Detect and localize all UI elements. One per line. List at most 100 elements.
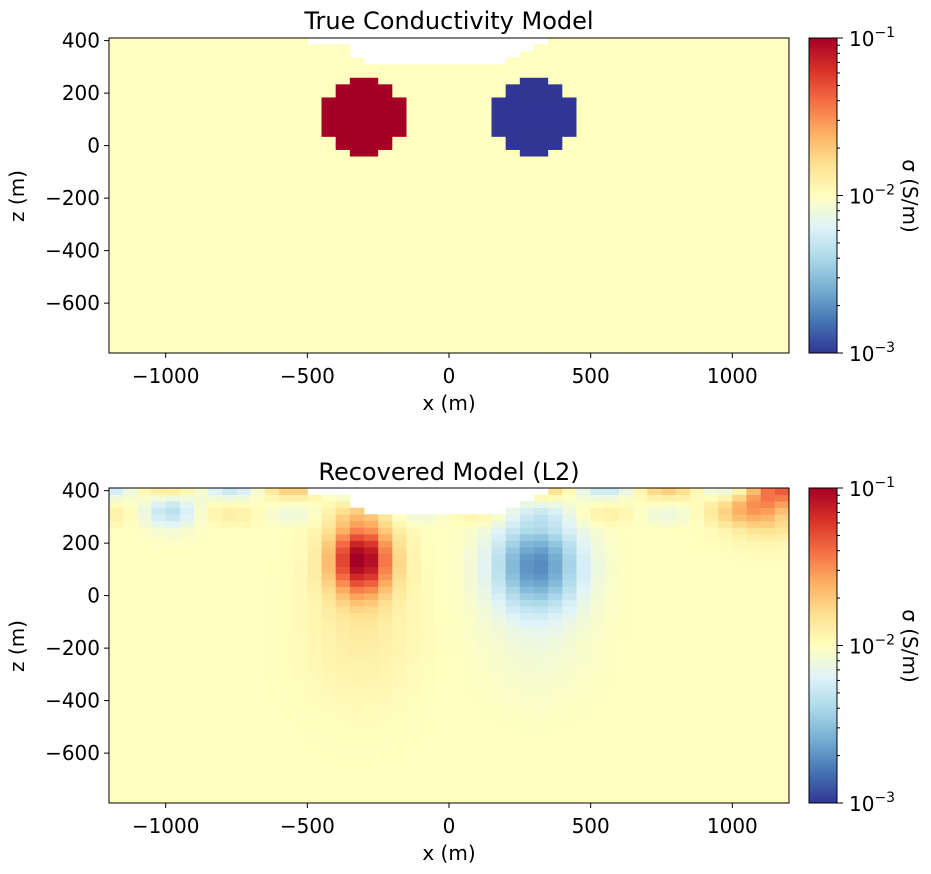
heatmap-cell <box>562 202 577 210</box>
heatmap-cell <box>406 593 422 600</box>
heatmap-cell <box>378 730 393 738</box>
heatmap-cell <box>534 743 549 751</box>
heatmap-cell <box>661 300 677 308</box>
heatmap-cell <box>378 129 393 137</box>
heatmap-cell <box>250 123 266 131</box>
heatmap-cell <box>477 566 492 574</box>
heatmap-cell <box>633 287 648 295</box>
heatmap-cell <box>378 320 393 328</box>
heatmap-cell <box>633 188 648 196</box>
heatmap-cell <box>576 274 592 282</box>
heatmap-cell <box>165 770 181 778</box>
heatmap-cell <box>392 796 407 804</box>
heatmap-cell <box>449 182 464 190</box>
y-axis-label: z (m) <box>5 620 29 672</box>
x-axis-label: x (m) <box>422 841 475 865</box>
heatmap-cell <box>137 44 152 52</box>
heatmap-cell <box>123 553 138 561</box>
heatmap-cell <box>774 169 790 177</box>
heatmap-cell <box>307 757 322 765</box>
heatmap-cell <box>194 195 209 203</box>
heatmap-cell <box>293 57 308 65</box>
heatmap-cell <box>746 586 762 594</box>
heatmap-cell <box>250 293 266 301</box>
heatmap-cell <box>675 737 691 745</box>
heatmap-cell <box>279 573 294 581</box>
heatmap-cell <box>264 743 280 751</box>
heatmap-cell <box>704 698 719 705</box>
heatmap-cell <box>165 573 181 581</box>
heatmap-cell <box>250 208 266 216</box>
heatmap-cell <box>477 208 492 216</box>
heatmap-cell <box>633 38 648 45</box>
heatmap-cell <box>307 783 322 791</box>
heatmap-cell <box>604 169 620 177</box>
heatmap-cell <box>590 44 606 52</box>
heatmap-cell <box>774 182 790 190</box>
heatmap-cell <box>562 796 577 804</box>
heatmap-cell <box>548 527 563 535</box>
heatmap-cell <box>590 307 606 315</box>
heatmap-cell <box>704 789 719 797</box>
heatmap-cell <box>505 586 521 594</box>
heatmap-cell <box>392 293 407 301</box>
heatmap-cell <box>151 796 167 804</box>
heatmap-cell <box>179 339 195 347</box>
heatmap-cell <box>406 215 422 223</box>
heatmap-cell <box>392 763 407 771</box>
heatmap-cell <box>151 507 167 515</box>
heatmap-cell <box>477 730 492 738</box>
heatmap-cell <box>491 208 507 216</box>
heatmap-cell <box>619 307 634 315</box>
heatmap-cell <box>123 307 138 315</box>
heatmap-cell <box>349 579 365 587</box>
heatmap-cell <box>534 333 549 341</box>
heatmap-cell <box>420 175 436 183</box>
heatmap-cell <box>179 44 195 52</box>
heatmap-cell <box>137 743 152 751</box>
heatmap-cell <box>151 671 167 679</box>
heatmap-cell <box>165 658 181 666</box>
heatmap-cell <box>576 149 592 157</box>
heatmap-cell <box>760 691 776 699</box>
heatmap-cell <box>222 188 237 196</box>
heatmap-cell <box>434 90 450 98</box>
heatmap-cell <box>208 743 223 751</box>
heatmap-cell <box>335 300 351 308</box>
heatmap-cell <box>590 234 606 242</box>
heatmap-cell <box>420 188 436 196</box>
heatmap-cell <box>165 44 181 52</box>
heatmap-cell <box>335 520 351 528</box>
heatmap-cell <box>449 123 464 131</box>
heatmap-cell <box>463 241 478 249</box>
heatmap-cell <box>534 228 549 236</box>
heatmap-cell <box>236 97 252 105</box>
heatmap-cell <box>123 776 138 784</box>
heatmap-cell <box>222 116 237 124</box>
heatmap-cell <box>590 698 606 705</box>
heatmap-cell <box>774 261 790 269</box>
heatmap-cell <box>364 90 379 98</box>
heatmap-cell <box>732 625 747 633</box>
heatmap-cell <box>335 507 351 515</box>
heatmap-cell <box>109 796 124 804</box>
heatmap-cell <box>349 763 365 771</box>
heatmap-cell <box>335 612 351 620</box>
heatmap-cell <box>222 599 237 607</box>
heatmap-cell <box>675 796 691 804</box>
heatmap-cell <box>661 652 677 660</box>
heatmap-cell <box>194 116 209 124</box>
heatmap-cell <box>123 789 138 797</box>
heatmap-cell <box>349 704 365 712</box>
heatmap-cell <box>364 573 379 581</box>
heatmap-cell <box>746 763 762 771</box>
heatmap-cell <box>194 494 209 502</box>
heatmap-cell <box>420 241 436 249</box>
heatmap-cell <box>293 678 308 686</box>
heatmap-cell <box>109 520 124 528</box>
heatmap-cell <box>746 215 762 223</box>
heatmap-cell <box>689 494 705 502</box>
heatmap-cell <box>760 547 776 555</box>
heatmap-cell <box>746 652 762 660</box>
heatmap-cell <box>590 796 606 804</box>
